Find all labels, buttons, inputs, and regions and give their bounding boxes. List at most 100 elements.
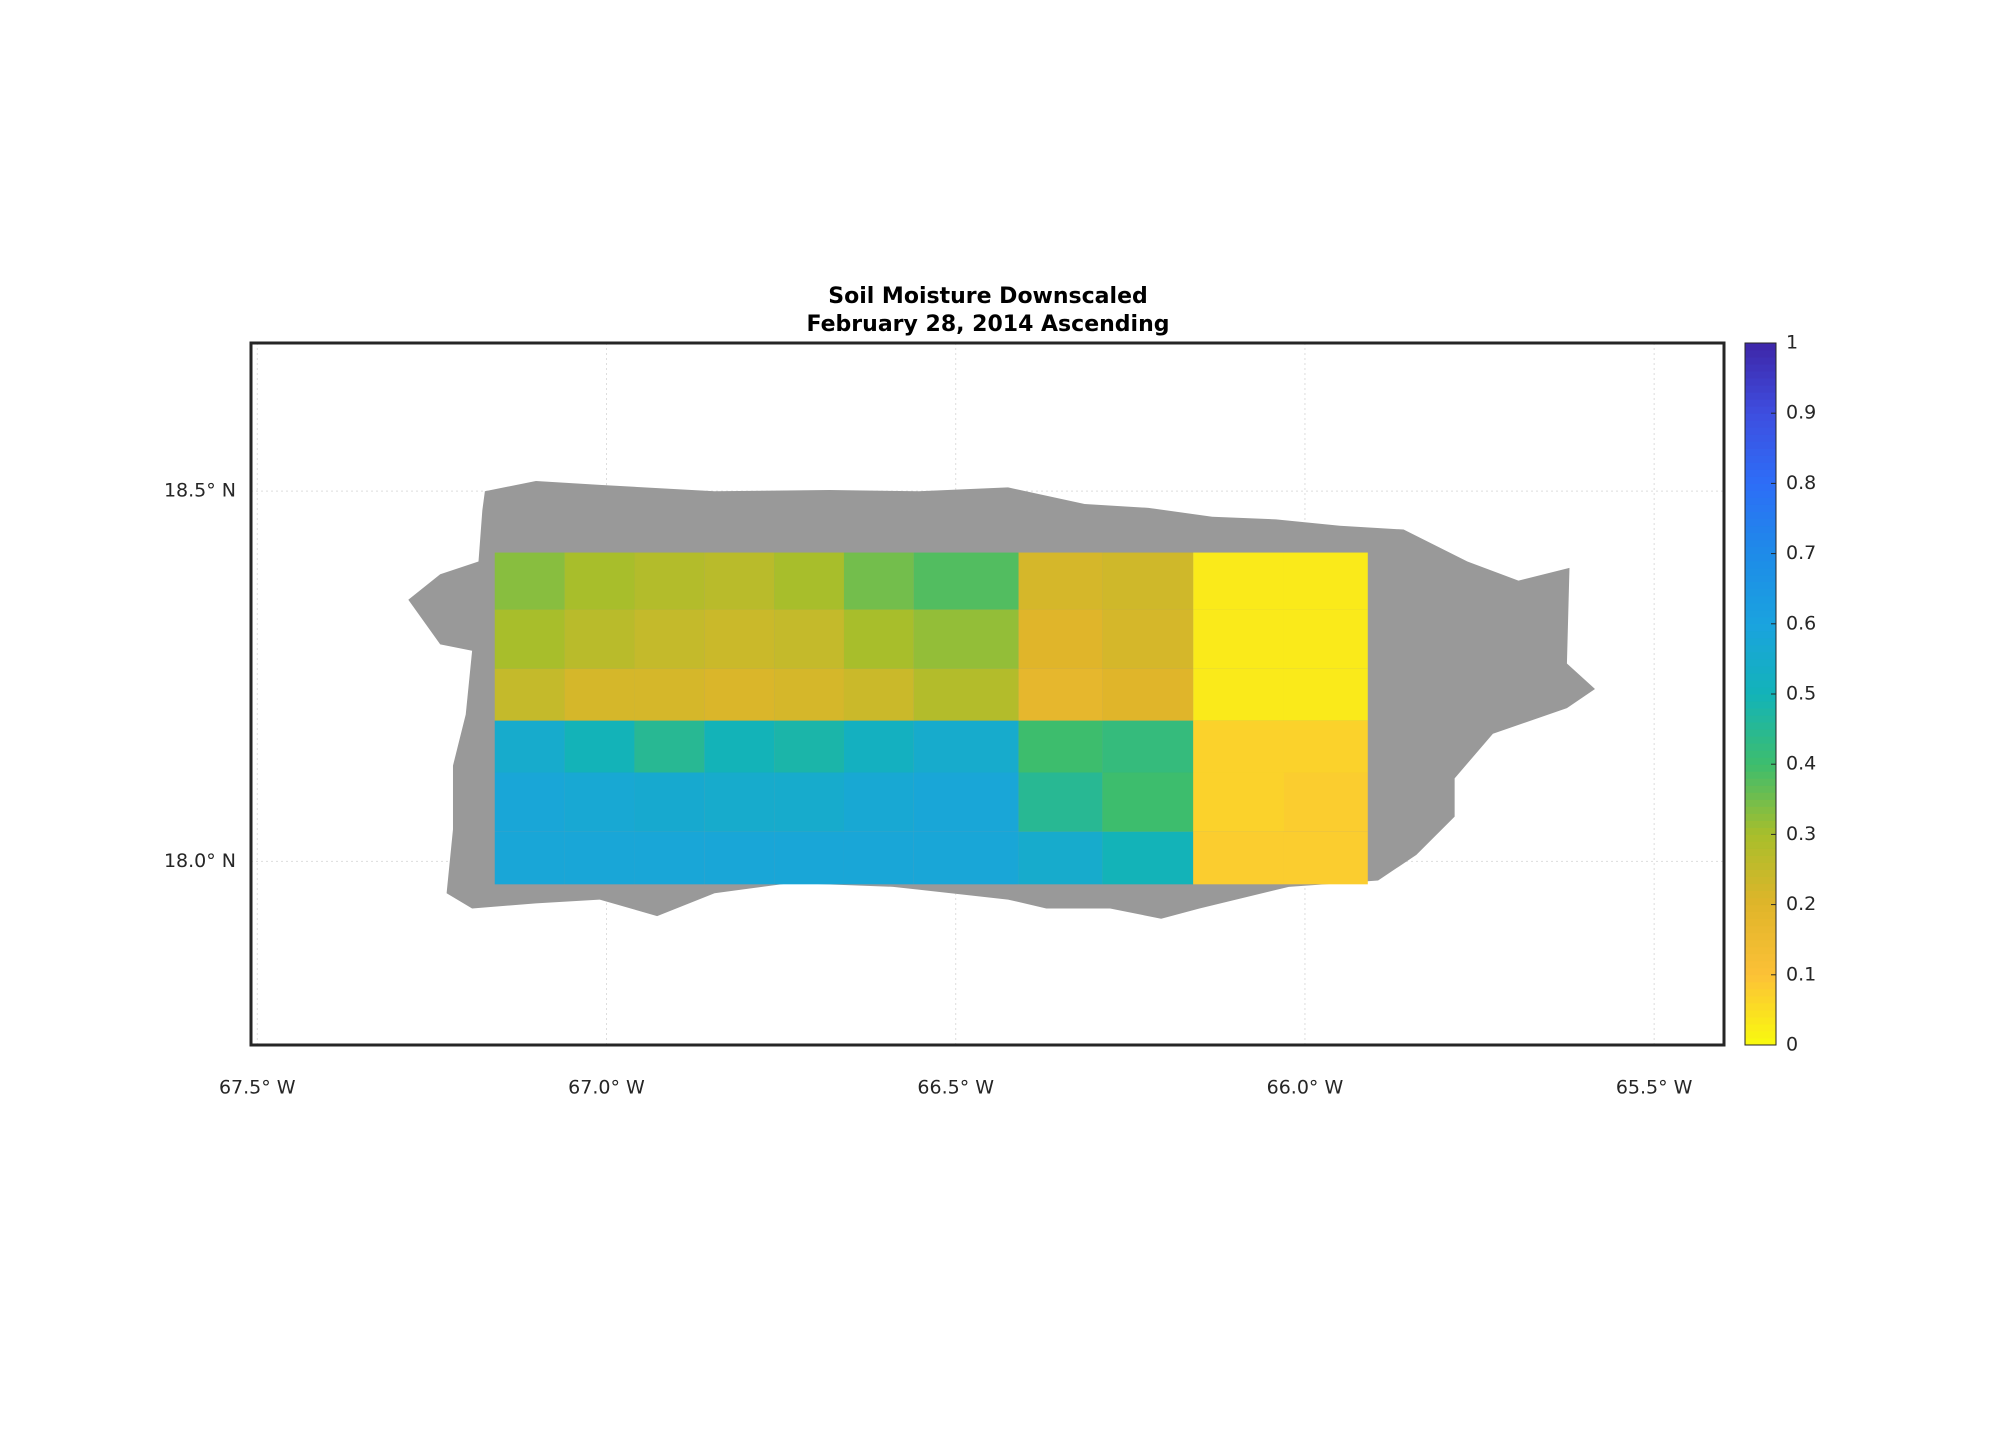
colorbar-step xyxy=(1745,778,1776,786)
chart-subtitle: February 28, 2014 Ascending xyxy=(807,312,1170,337)
cell xyxy=(494,609,565,669)
cell xyxy=(494,720,565,773)
cell xyxy=(1018,720,1103,773)
colorbar-step xyxy=(1745,988,1776,997)
cell xyxy=(494,831,565,885)
colorbar-tick-label: 0.8 xyxy=(1786,472,1816,494)
cell xyxy=(494,772,565,832)
colorbar-step xyxy=(1745,701,1776,709)
colorbar-tick-label: 0.6 xyxy=(1786,612,1816,634)
cell xyxy=(843,720,914,773)
colorbar-step xyxy=(1745,623,1776,632)
colorbar-step xyxy=(1745,841,1776,849)
colorbar-step xyxy=(1745,553,1776,562)
colorbar-step xyxy=(1745,364,1776,372)
cell xyxy=(774,552,844,610)
colorbar-step xyxy=(1745,1030,1776,1039)
colorbar-step xyxy=(1745,497,1776,505)
colorbar-step xyxy=(1745,834,1776,842)
cell xyxy=(774,668,844,721)
cell xyxy=(634,552,705,610)
colorbar-step xyxy=(1745,1009,1776,1018)
colorbar-tick-label: 0 xyxy=(1786,1034,1798,1056)
colorbar-step xyxy=(1745,981,1776,990)
colorbar-step xyxy=(1745,490,1776,498)
chart-title: Soil Moisture Downscaled xyxy=(828,284,1148,309)
cell xyxy=(704,552,775,610)
cell xyxy=(843,552,914,610)
cell xyxy=(634,772,705,832)
colorbar-step xyxy=(1745,350,1776,358)
colorbar-step xyxy=(1745,750,1776,758)
colorbar-step xyxy=(1745,715,1776,723)
cell xyxy=(843,668,914,721)
cell xyxy=(1193,831,1284,885)
colorbar-step xyxy=(1745,967,1776,976)
cell xyxy=(564,831,635,885)
colorbar-step xyxy=(1745,525,1776,534)
x-tick-label: 66.0° W xyxy=(1267,1077,1344,1099)
colorbar-step xyxy=(1745,581,1776,590)
cell xyxy=(1018,668,1103,721)
cell xyxy=(1102,668,1194,721)
x-tick-label: 67.0° W xyxy=(568,1077,645,1099)
colorbar-step xyxy=(1745,918,1776,927)
colorbar-step xyxy=(1745,792,1776,800)
colorbar-step xyxy=(1745,736,1776,744)
cell xyxy=(913,668,1019,721)
colorbar-step xyxy=(1745,448,1776,456)
colorbar-step xyxy=(1745,883,1776,892)
colorbar-tick-label: 0.4 xyxy=(1786,753,1816,775)
colorbar-step xyxy=(1745,385,1776,393)
colorbar-step xyxy=(1745,764,1776,772)
y-tick-label: 18.5° N xyxy=(164,480,236,502)
cell xyxy=(564,609,635,669)
colorbar-step xyxy=(1745,616,1776,625)
colorbar-step xyxy=(1745,637,1776,646)
cell xyxy=(564,668,635,721)
cell xyxy=(1283,609,1368,669)
cell xyxy=(564,772,635,832)
colorbar-step xyxy=(1745,1002,1776,1011)
colorbar-tick-label: 0.9 xyxy=(1786,402,1816,424)
colorbar-step xyxy=(1745,518,1776,527)
cell xyxy=(774,609,844,669)
colorbar-step xyxy=(1745,441,1776,449)
colorbar-step xyxy=(1745,869,1776,878)
colorbar-step xyxy=(1745,1037,1776,1046)
colorbar-step xyxy=(1745,827,1776,835)
colorbar-step xyxy=(1745,946,1776,955)
cell xyxy=(913,772,1019,832)
colorbar-step xyxy=(1745,588,1776,597)
colorbar-step xyxy=(1745,413,1776,421)
cell xyxy=(1102,609,1194,669)
y-tick-label: 18.0° N xyxy=(164,850,236,872)
cell xyxy=(1193,552,1284,610)
colorbar-step xyxy=(1745,560,1776,569)
colorbar-step xyxy=(1745,995,1776,1004)
colorbar-step xyxy=(1745,820,1776,828)
colorbar-step xyxy=(1745,904,1776,913)
colorbar xyxy=(1745,342,1776,1046)
colorbar-step xyxy=(1745,813,1776,821)
cell xyxy=(1102,720,1194,773)
colorbar-step xyxy=(1745,665,1776,674)
colorbar-step xyxy=(1745,743,1776,751)
colorbar-step xyxy=(1745,960,1776,969)
colorbar-step xyxy=(1745,406,1776,414)
colorbar-step xyxy=(1745,679,1776,688)
x-tick-label: 67.5° W xyxy=(219,1077,296,1099)
colorbar-step xyxy=(1745,455,1776,463)
colorbar-step xyxy=(1745,1023,1776,1032)
colorbar-step xyxy=(1745,532,1776,541)
colorbar-tick-label: 0.7 xyxy=(1786,542,1816,564)
colorbar-tick-label: 0.3 xyxy=(1786,823,1816,845)
cell xyxy=(913,831,1019,885)
colorbar-step xyxy=(1745,785,1776,793)
colorbar-step xyxy=(1745,644,1776,653)
colorbar-step xyxy=(1745,630,1776,639)
colorbar-step xyxy=(1745,911,1776,920)
cell xyxy=(1193,772,1284,832)
colorbar-step xyxy=(1745,925,1776,934)
colorbar-step xyxy=(1745,476,1776,484)
